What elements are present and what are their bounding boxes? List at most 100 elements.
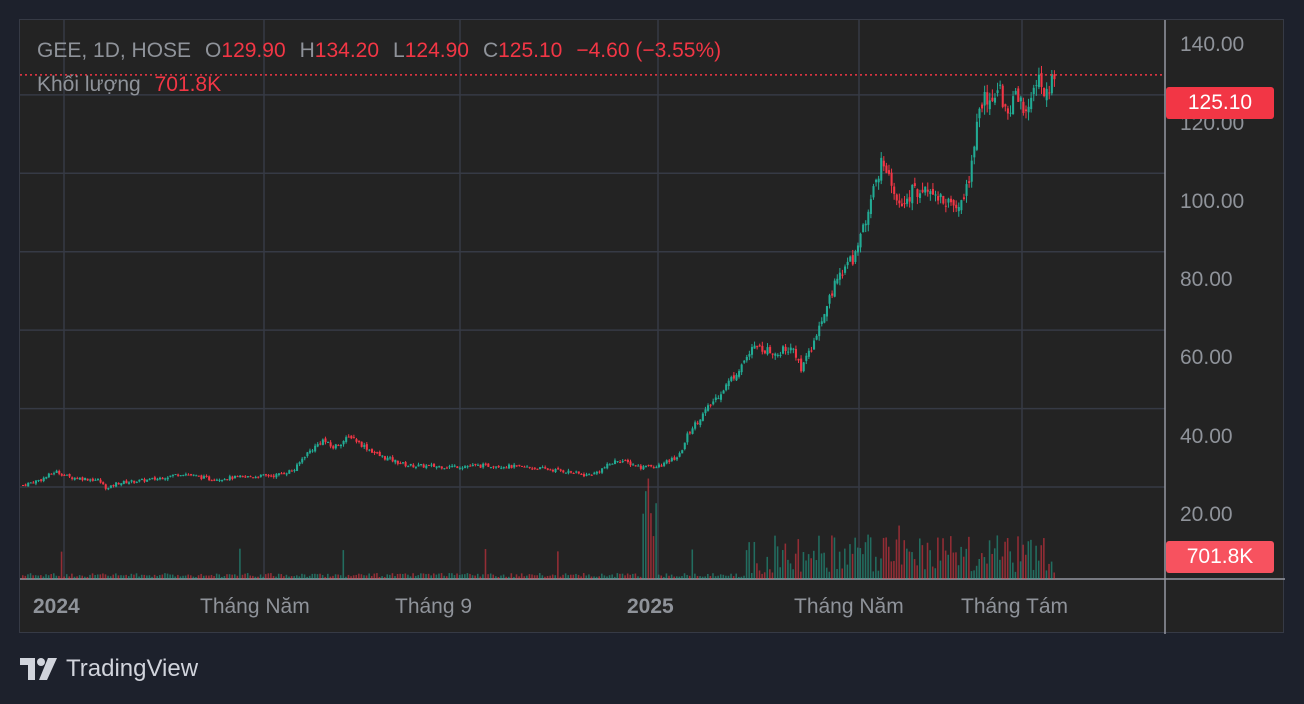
volume-bar — [363, 575, 365, 579]
candle-body — [42, 477, 45, 482]
candle-body — [122, 481, 125, 484]
volume-bar — [68, 576, 71, 579]
volume-bar — [396, 573, 399, 579]
candle-body — [872, 186, 875, 198]
candle-body — [544, 467, 547, 469]
candle-body — [950, 198, 953, 203]
candle-body — [588, 474, 591, 476]
candle-body — [704, 409, 707, 414]
candle-body — [1027, 106, 1030, 113]
volume-bar — [275, 576, 277, 579]
volume-bar — [50, 574, 52, 579]
volume-bar — [239, 548, 241, 579]
candle-body — [815, 335, 818, 340]
volume-bar — [513, 576, 515, 579]
candle-body — [1037, 74, 1040, 88]
candle-body — [696, 422, 699, 424]
volume-bar — [722, 574, 725, 579]
candle-body — [140, 478, 143, 480]
candle-body — [805, 355, 808, 361]
volume-bar — [650, 513, 652, 579]
volume-bar — [146, 575, 148, 579]
candle-body — [55, 470, 58, 473]
candle-body — [841, 274, 844, 276]
candle-body — [1009, 112, 1012, 114]
volume-bar — [469, 573, 471, 579]
symbol-label: GEE, 1D, HOSE — [37, 39, 192, 62]
volume-bar — [929, 550, 931, 579]
candle-body — [781, 346, 785, 354]
candle-body — [213, 479, 216, 481]
candle-body — [487, 463, 490, 467]
volume-bar — [401, 574, 404, 579]
volume-bar — [99, 574, 102, 579]
volume-bar — [872, 571, 875, 579]
candle-body — [179, 475, 182, 477]
volume-bar — [673, 576, 675, 579]
volume-bar — [544, 576, 546, 579]
candle-body — [171, 474, 174, 476]
candle-body — [1006, 108, 1009, 114]
candle-body — [732, 375, 735, 379]
candlestick-chart[interactable] — [20, 20, 1285, 634]
volume-bar — [756, 563, 758, 579]
volume-bar — [564, 573, 567, 579]
volume-bar — [794, 553, 797, 579]
candle-body — [417, 464, 420, 467]
volume-bar — [389, 574, 391, 579]
volume-bar — [109, 576, 112, 579]
candle-body — [986, 92, 989, 105]
volume-bar — [252, 575, 254, 579]
candle-body — [221, 480, 224, 482]
candle-body — [435, 466, 438, 468]
tradingview-brand[interactable]: TradingView — [20, 655, 198, 683]
volume-bar — [864, 542, 867, 579]
candle-body — [290, 470, 293, 472]
candle-body — [528, 466, 531, 468]
candle-body — [65, 474, 69, 476]
volume-bar — [841, 568, 843, 579]
candle-body — [644, 465, 648, 467]
volume-bar — [329, 576, 332, 579]
volume-bar — [890, 561, 893, 579]
volume-bar — [712, 573, 714, 579]
volume-bar — [665, 573, 668, 579]
volume-bar — [327, 573, 329, 579]
candle-body — [81, 477, 84, 481]
candle-body — [386, 457, 389, 461]
candle-body — [306, 452, 309, 457]
volume-bar — [639, 576, 642, 579]
volume-bar — [96, 574, 99, 579]
volume-bar — [813, 550, 815, 579]
volume-bar — [197, 575, 200, 579]
volume-bar — [637, 576, 639, 579]
candle-body — [983, 91, 986, 106]
volume-bar — [464, 574, 466, 579]
volume-value: 701.8K — [154, 73, 222, 96]
volume-bar — [306, 576, 308, 579]
volume-bar — [451, 573, 453, 579]
candle-body — [78, 477, 81, 480]
volume-bar — [246, 573, 249, 579]
candle-body — [539, 467, 542, 470]
y-tick-140: 140.00 — [1180, 33, 1245, 56]
candle-body — [820, 321, 823, 325]
candle-body — [259, 474, 262, 477]
volume-bar — [174, 576, 177, 579]
volume-bar — [601, 573, 603, 579]
candle-body — [76, 478, 79, 480]
candle-body — [27, 482, 30, 487]
candle-body — [913, 183, 916, 187]
volume-bar — [293, 576, 295, 579]
volume-bar — [195, 576, 197, 579]
candle-body — [350, 435, 353, 439]
candle-body — [962, 197, 966, 199]
volume-bar — [339, 575, 342, 579]
volume-bar — [981, 553, 983, 579]
candle-body — [836, 278, 839, 284]
candle-body — [846, 261, 849, 266]
candle-body — [859, 233, 862, 248]
candle-body — [849, 256, 852, 262]
volume-bar — [187, 574, 189, 579]
candle-body — [1048, 92, 1051, 94]
